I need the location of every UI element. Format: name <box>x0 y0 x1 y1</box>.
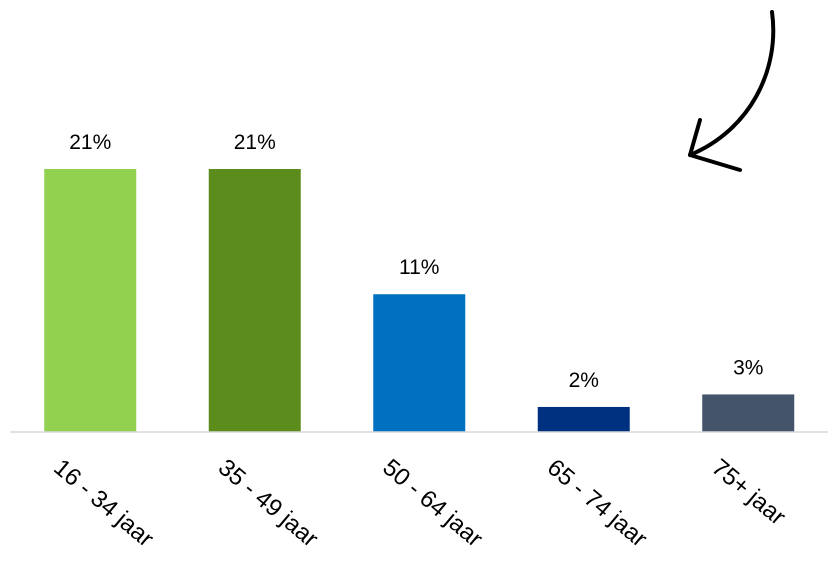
category-labels-group: 16 - 34 jaar 35 - 49 jaar 50 - 64 jaar 65 -… <box>48 454 790 553</box>
category-label-4: 65 - 74 jaar <box>542 454 652 553</box>
value-labels-group: 21% 21% 11% 2% 3% <box>69 131 763 392</box>
bars-group <box>44 169 795 432</box>
category-label-5: 75+ jaar <box>706 454 790 531</box>
bar-1 <box>44 169 137 432</box>
category-label-1: 16 - 34 jaar <box>48 454 158 553</box>
category-label-3: 50 - 64 jaar <box>377 454 487 553</box>
bar-4 <box>537 406 630 432</box>
arrow-head-icon <box>688 118 742 172</box>
bar-3 <box>373 294 466 432</box>
value-label-1: 21% <box>69 131 111 154</box>
category-label-2: 35 - 49 jaar <box>213 454 323 553</box>
value-label-3: 11% <box>399 256 439 279</box>
value-label-5: 3% <box>733 356 763 379</box>
bar-2 <box>208 169 301 432</box>
value-label-2: 21% <box>234 131 276 154</box>
value-label-4: 2% <box>569 369 599 392</box>
bar-5 <box>702 394 795 432</box>
curved-arrow-icon <box>688 10 776 157</box>
